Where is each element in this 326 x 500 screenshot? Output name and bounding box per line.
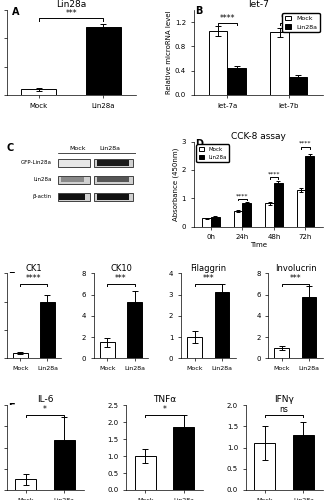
Legend: Mock, Lin28a: Mock, Lin28a bbox=[197, 144, 230, 162]
Text: ****: **** bbox=[236, 194, 249, 198]
Bar bbox=[274, 182, 283, 226]
Text: *: * bbox=[163, 406, 167, 414]
Title: IL-6: IL-6 bbox=[37, 396, 53, 404]
Bar bbox=[97, 194, 129, 200]
Bar bbox=[22, 90, 56, 95]
Text: ns: ns bbox=[280, 406, 289, 414]
Bar bbox=[274, 348, 289, 358]
Bar bbox=[86, 27, 121, 95]
Text: ***: *** bbox=[115, 274, 127, 283]
Text: D: D bbox=[195, 139, 203, 149]
Bar bbox=[127, 302, 142, 358]
Bar bbox=[58, 158, 90, 167]
Title: let-7: let-7 bbox=[248, 0, 269, 9]
Bar bbox=[94, 176, 133, 184]
Y-axis label: Absorbance (450nm): Absorbance (450nm) bbox=[172, 148, 179, 221]
Bar bbox=[265, 204, 274, 227]
Text: ****: **** bbox=[220, 14, 235, 22]
Title: CK10: CK10 bbox=[110, 264, 132, 272]
Bar bbox=[100, 342, 115, 358]
Bar bbox=[228, 68, 246, 95]
Bar bbox=[13, 352, 27, 358]
Title: Filaggrin: Filaggrin bbox=[190, 264, 226, 272]
Text: B: B bbox=[196, 6, 203, 16]
Text: *: * bbox=[43, 406, 47, 414]
Bar bbox=[58, 192, 90, 201]
Text: F: F bbox=[8, 404, 15, 413]
Bar bbox=[234, 211, 243, 226]
Bar bbox=[15, 480, 36, 490]
Text: ***: *** bbox=[202, 274, 214, 283]
Bar bbox=[97, 178, 129, 182]
Bar bbox=[40, 302, 55, 358]
Text: β-actin: β-actin bbox=[33, 194, 52, 200]
Bar bbox=[255, 444, 275, 490]
Bar bbox=[293, 435, 314, 490]
Text: ***: *** bbox=[65, 8, 77, 18]
Text: Lin28a: Lin28a bbox=[33, 178, 52, 182]
Text: Lin28a: Lin28a bbox=[99, 146, 120, 151]
Text: ***: *** bbox=[290, 274, 301, 283]
Bar bbox=[59, 194, 85, 200]
Bar bbox=[297, 190, 305, 226]
Bar bbox=[271, 32, 289, 95]
Bar bbox=[211, 216, 220, 226]
Bar bbox=[305, 156, 314, 226]
Legend: Mock, Lin28a: Mock, Lin28a bbox=[282, 13, 319, 32]
Text: ****: **** bbox=[281, 14, 297, 22]
Bar bbox=[135, 456, 156, 490]
Bar bbox=[94, 158, 133, 167]
Bar bbox=[209, 31, 228, 95]
Bar bbox=[215, 292, 229, 358]
Y-axis label: Relative microRNA level: Relative microRNA level bbox=[166, 10, 172, 94]
Bar bbox=[202, 218, 211, 226]
Bar bbox=[97, 160, 129, 166]
Text: ****: **** bbox=[268, 172, 280, 176]
Bar bbox=[243, 204, 251, 227]
Text: GFP-Lin28a: GFP-Lin28a bbox=[21, 160, 52, 166]
Bar bbox=[58, 176, 90, 184]
Text: ****: **** bbox=[299, 141, 312, 146]
Text: A: A bbox=[12, 7, 19, 17]
Text: Mock: Mock bbox=[69, 146, 86, 151]
Bar bbox=[173, 427, 194, 490]
Bar bbox=[187, 337, 202, 358]
Title: CK1: CK1 bbox=[25, 264, 42, 272]
Title: CCK-8 assay: CCK-8 assay bbox=[231, 132, 286, 141]
Title: IFNγ: IFNγ bbox=[274, 396, 294, 404]
Bar bbox=[302, 296, 317, 358]
Text: E: E bbox=[8, 272, 15, 281]
Title: TNFα: TNFα bbox=[153, 396, 176, 404]
Text: C: C bbox=[7, 144, 14, 154]
Bar bbox=[54, 440, 75, 490]
Text: ****: **** bbox=[26, 274, 41, 283]
Bar bbox=[61, 178, 84, 182]
Title: Lin28a: Lin28a bbox=[56, 0, 86, 9]
X-axis label: Time: Time bbox=[250, 242, 267, 248]
Bar bbox=[289, 77, 307, 95]
Title: Involucrin: Involucrin bbox=[275, 264, 316, 272]
Bar bbox=[94, 192, 133, 201]
